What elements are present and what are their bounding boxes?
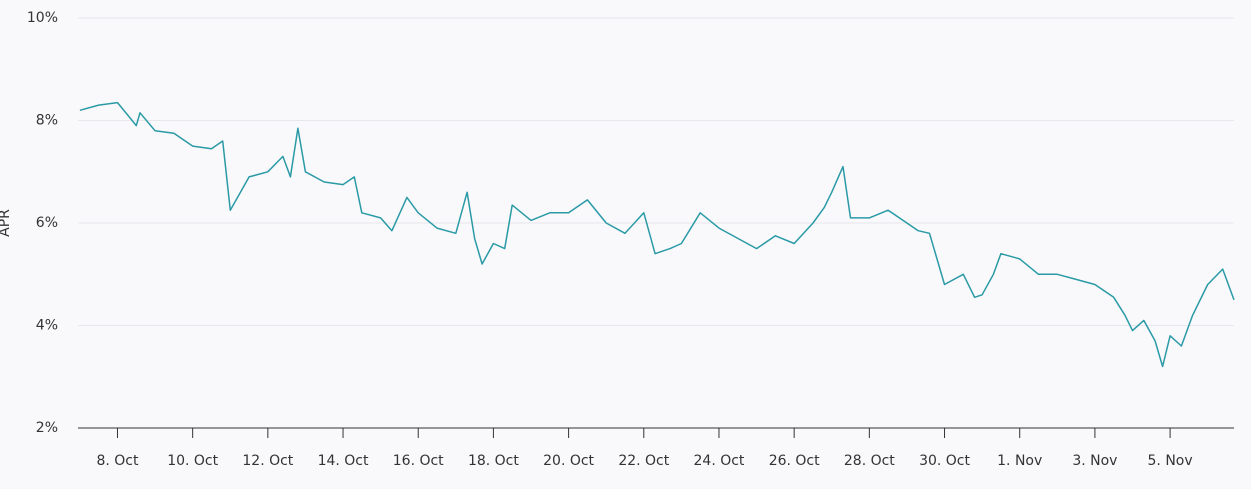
y-tick-label: 4% — [36, 318, 58, 334]
y-tick-label: 6% — [36, 215, 58, 231]
y-axis-label: APR — [0, 209, 13, 237]
x-tick-label: 10. Oct — [167, 453, 218, 469]
x-tick-label: 14. Oct — [318, 453, 369, 469]
x-tick-label: 24. Oct — [694, 453, 745, 469]
x-tick-label: 20. Oct — [543, 453, 594, 469]
x-tick-label: 3. Nov — [1072, 453, 1117, 469]
data-line — [79, 101, 1235, 368]
x-tick-label: 30. Oct — [919, 453, 970, 469]
x-tick-label: 26. Oct — [769, 453, 820, 469]
x-tick-label: 22. Oct — [618, 453, 669, 469]
x-tick-label: 18. Oct — [468, 453, 519, 469]
x-tick-label: 1. Nov — [997, 453, 1042, 469]
y-tick-label: 10% — [27, 10, 58, 26]
x-tick-label: 12. Oct — [242, 453, 293, 469]
x-tick-label: 16. Oct — [393, 453, 444, 469]
y-tick-label: 2% — [36, 420, 58, 436]
x-tick-label: 8. Oct — [96, 453, 139, 469]
y-tick-label: 8% — [36, 113, 58, 129]
x-tick-label: 28. Oct — [844, 453, 895, 469]
x-tick-label: 5. Nov — [1148, 453, 1193, 469]
